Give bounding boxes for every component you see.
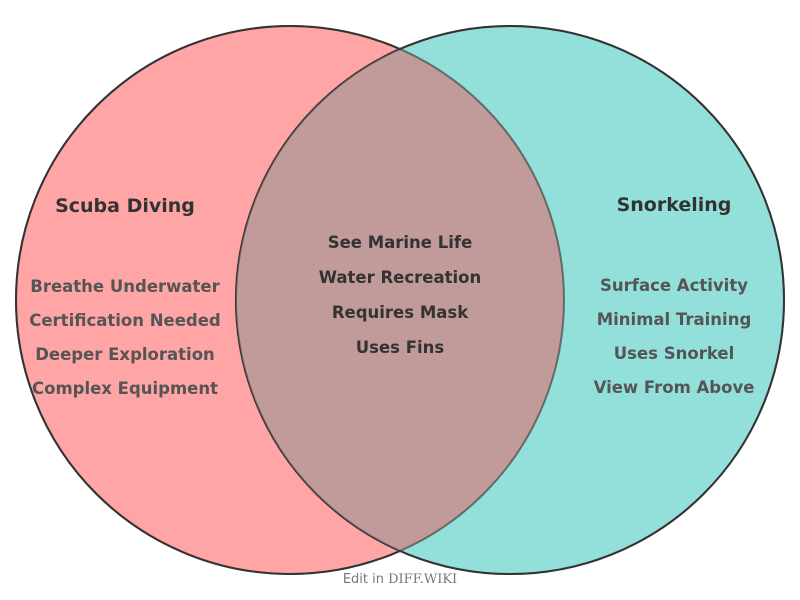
- overlap-region: [236, 26, 564, 574]
- right-item: Minimal Training: [597, 310, 752, 329]
- left-item: Certification Needed: [29, 311, 221, 330]
- overlap-items: See Marine Life Water Recreation Require…: [319, 233, 481, 357]
- right-items: Surface Activity Minimal Training Uses S…: [594, 276, 755, 397]
- overlap-item: Uses Fins: [356, 338, 445, 357]
- overlap-item: See Marine Life: [328, 233, 473, 252]
- footer-prefix: Edit in: [342, 572, 384, 587]
- footer-link[interactable]: Edit in DIFF.WIKI: [0, 572, 800, 587]
- left-item: Breathe Underwater: [30, 277, 220, 296]
- footer-brand: DIFF.WIKI: [388, 572, 458, 587]
- circle-scuba-outline: [15, 25, 565, 575]
- left-item: Deeper Exploration: [35, 345, 215, 364]
- left-items: Breathe Underwater Certification Needed …: [29, 277, 221, 398]
- circle-snorkeling-outline: [235, 25, 785, 575]
- right-item: Uses Snorkel: [614, 344, 734, 363]
- right-set-title: Snorkeling: [617, 194, 732, 216]
- overlap-item: Requires Mask: [332, 303, 469, 322]
- right-item: View From Above: [594, 378, 755, 397]
- overlap-item: Water Recreation: [319, 268, 481, 287]
- left-item: Complex Equipment: [32, 379, 218, 398]
- right-item: Surface Activity: [600, 276, 748, 295]
- left-set-title: Scuba Diving: [55, 195, 195, 217]
